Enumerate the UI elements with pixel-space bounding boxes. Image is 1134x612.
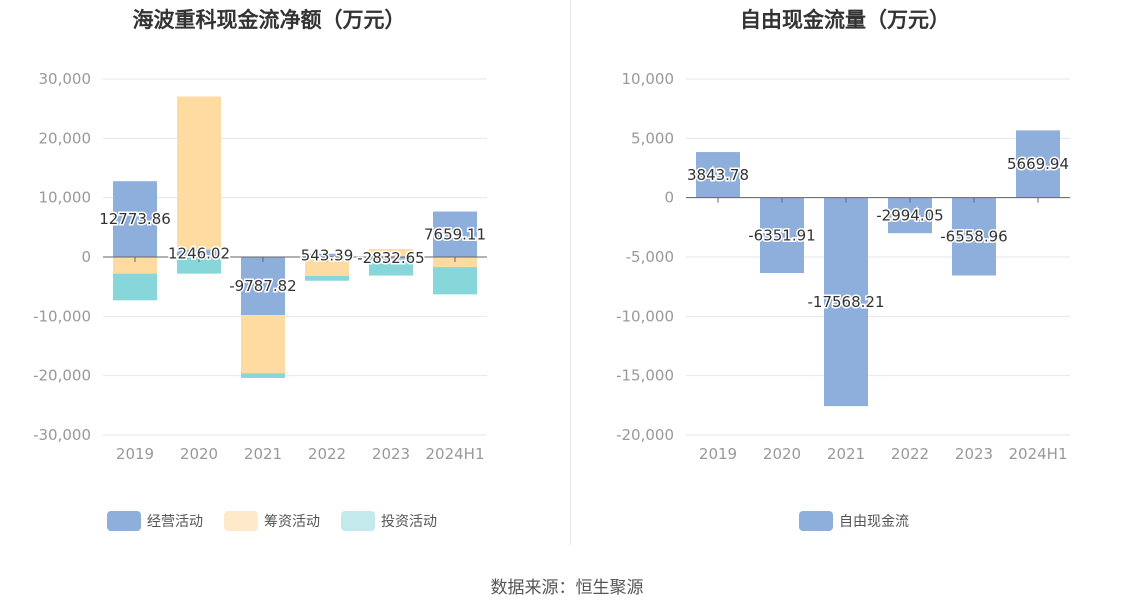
left-data-label: 7659.11 — [424, 225, 486, 243]
right-bar-2021-s0 — [824, 197, 868, 407]
left-x-tick-label: 2023 — [372, 445, 410, 463]
left-data-label: 543.39 — [301, 246, 354, 264]
left-data-label: 1246.02 — [168, 244, 230, 262]
left-bar-2021-s0 — [241, 257, 285, 316]
left-bar-2024H1-s2 — [433, 267, 477, 295]
right-y-tick-label: 5,000 — [631, 129, 674, 147]
left-bar-2024H1-s0 — [433, 211, 477, 257]
left-chart-title: 海波重科现金流净额（万元） — [132, 8, 406, 32]
left-bar-2023-s2 — [369, 258, 413, 276]
right-y-tick-label: -10,000 — [616, 307, 674, 325]
left-bar-2020-s1 — [177, 96, 221, 250]
left-y-tick-label: -20,000 — [33, 367, 91, 385]
legend-item-investing[interactable]: 投资活动 — [341, 511, 437, 531]
left-y-tick-label: 10,000 — [39, 189, 92, 207]
right-bar-2024H1-s0 — [1016, 130, 1060, 198]
left-bar-2019-s1 — [113, 257, 157, 274]
right-data-label: 5669.94 — [1007, 155, 1069, 173]
right-y-tick-label: -20,000 — [616, 426, 674, 444]
chart-divider — [570, 0, 571, 545]
left-bar-2021-s2 — [241, 373, 285, 378]
left-bar-2022-s2 — [305, 275, 349, 281]
right-bar-2022-s0 — [888, 197, 932, 234]
legend-label-investing: 投资活动 — [381, 514, 437, 530]
legend-label-free-cash-flow: 自由现金流 — [839, 514, 909, 530]
left-bar-2024H1-s1 — [433, 257, 477, 268]
legend-item-free-cash-flow[interactable]: 自由现金流 — [799, 511, 909, 531]
right-x-tick-label: 2021 — [827, 445, 865, 463]
left-x-tick-label: 2021 — [244, 445, 282, 463]
right-x-tick-label: 2022 — [891, 445, 929, 463]
right-y-tick-label: 10,000 — [622, 70, 675, 88]
left-bar-2019-s0 — [113, 181, 157, 257]
left-y-tick-label: -30,000 — [33, 426, 91, 444]
legend-swatch-financing — [224, 511, 258, 531]
legend-item-operating[interactable]: 经营活动 — [107, 511, 203, 531]
legend-swatch-investing — [341, 511, 375, 531]
legend-label-operating: 经营活动 — [147, 514, 203, 530]
right-x-tick-label: 2023 — [955, 445, 993, 463]
right-y-tick-label: 0 — [664, 189, 674, 207]
left-bar-2023-s1 — [369, 248, 413, 257]
left-x-tick-label: 2019 — [116, 445, 154, 463]
right-x-tick-label: 2019 — [699, 445, 737, 463]
left-data-label: 12773.86 — [99, 210, 171, 228]
left-y-tick-label: 20,000 — [39, 129, 92, 147]
left-y-tick-label: 0 — [81, 248, 91, 266]
right-data-label: -6351.91 — [748, 226, 815, 244]
right-x-tick-label: 2020 — [763, 445, 801, 463]
left-data-label: -2832.65 — [357, 249, 424, 267]
right-data-label: -2994.05 — [876, 206, 943, 224]
right-data-label: -17568.21 — [808, 293, 885, 311]
legend-swatch-operating — [107, 511, 141, 531]
right-bar-2020-s0 — [760, 197, 804, 274]
right-chart-title: 自由现金流量（万元） — [740, 8, 950, 32]
legend-label-financing: 筹资活动 — [264, 514, 320, 530]
right-data-label: 3843.78 — [687, 166, 749, 184]
left-bar-2021-s1 — [241, 315, 285, 374]
left-bar-2020-s2 — [177, 257, 221, 274]
left-x-tick-label: 2022 — [308, 445, 346, 463]
left-bar-2019-s2 — [113, 273, 157, 301]
right-x-tick-label: 2024H1 — [1009, 445, 1068, 463]
left-y-tick-label: -10,000 — [33, 307, 91, 325]
right-y-tick-label: -15,000 — [616, 367, 674, 385]
left-bar-2020-s0 — [177, 249, 221, 257]
legend-swatch-free-cash-flow — [799, 511, 833, 531]
left-bar-2022-s0 — [305, 253, 349, 257]
left-x-tick-label: 2020 — [180, 445, 218, 463]
right-data-label: -6558.96 — [940, 228, 1007, 246]
left-y-tick-label: 30,000 — [39, 70, 92, 88]
right-bar-2019-s0 — [696, 152, 740, 198]
right-bar-2023-s0 — [952, 197, 996, 276]
legend-item-financing[interactable]: 筹资活动 — [224, 511, 320, 531]
left-data-label: -9787.82 — [229, 277, 296, 295]
data-source: 数据来源：恒生聚源 — [490, 578, 644, 598]
left-x-tick-label: 2024H1 — [426, 445, 485, 463]
right-y-tick-label: -5,000 — [626, 248, 674, 266]
left-bar-2022-s1 — [305, 257, 349, 276]
